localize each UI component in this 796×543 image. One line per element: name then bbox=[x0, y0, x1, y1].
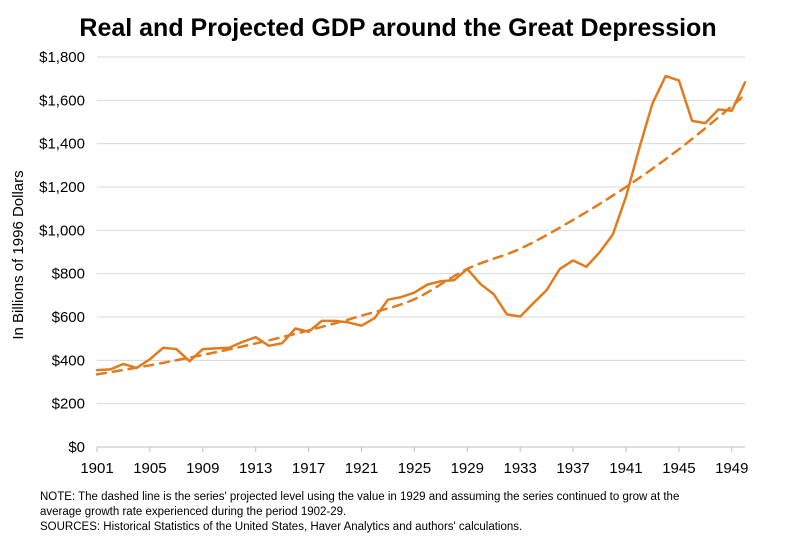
x-tick-label: 1909 bbox=[186, 460, 219, 477]
y-tick-label: $0 bbox=[68, 439, 85, 456]
y-tick-label: $1,000 bbox=[39, 222, 85, 239]
sources-text: SOURCES: Historical Statistics of the Un… bbox=[40, 521, 523, 533]
x-tick-label: 1937 bbox=[556, 460, 589, 477]
y-tick-label: $1,600 bbox=[39, 92, 85, 109]
y-tick-label: $600 bbox=[52, 309, 85, 326]
note-line-1: NOTE: The dashed line is the series' pro… bbox=[40, 491, 680, 503]
x-tick-label: 1905 bbox=[133, 460, 166, 477]
y-axis-label: In Billions of 1996 Dollars bbox=[10, 170, 27, 339]
x-tick-label: 1941 bbox=[609, 460, 642, 477]
x-tick-label: 1925 bbox=[398, 460, 431, 477]
x-tick-label: 1901 bbox=[80, 460, 113, 477]
y-axis-ticks: $0 $200 $400 $600 $800 $1,000 $1,200 $1,400 $1,6… bbox=[39, 49, 85, 456]
y-tick-label: $800 bbox=[52, 266, 85, 283]
y-tick-label: $1,800 bbox=[39, 49, 85, 66]
x-tick-label: 1933 bbox=[503, 460, 536, 477]
y-tick-label: $1,200 bbox=[39, 179, 85, 196]
chart-title: Real and Projected GDP around the Great … bbox=[79, 14, 717, 42]
x-tick-label: 1945 bbox=[662, 460, 695, 477]
projected-gdp-line bbox=[95, 93, 747, 376]
note-text: NOTE: The dashed line is the series' pro… bbox=[40, 490, 760, 535]
series-lines bbox=[95, 74, 747, 376]
x-tick-label: 1913 bbox=[239, 460, 272, 477]
x-tick-label: 1949 bbox=[715, 460, 748, 477]
y-tick-label: $400 bbox=[52, 352, 85, 369]
note-line-2: average growth rate experienced during t… bbox=[40, 506, 347, 518]
y-tick-label: $200 bbox=[52, 396, 85, 413]
x-tick-label: 1917 bbox=[292, 460, 325, 477]
x-tick-label: 1929 bbox=[451, 460, 484, 477]
x-tick-label: 1921 bbox=[345, 460, 378, 477]
x-axis-ticks: 1901 1905 1909 1913 1917 1921 1925 1929 1933 1937… bbox=[80, 447, 748, 477]
y-tick-label: $1,400 bbox=[39, 136, 85, 153]
gridlines bbox=[97, 56, 745, 448]
real-gdp-line bbox=[95, 74, 747, 372]
